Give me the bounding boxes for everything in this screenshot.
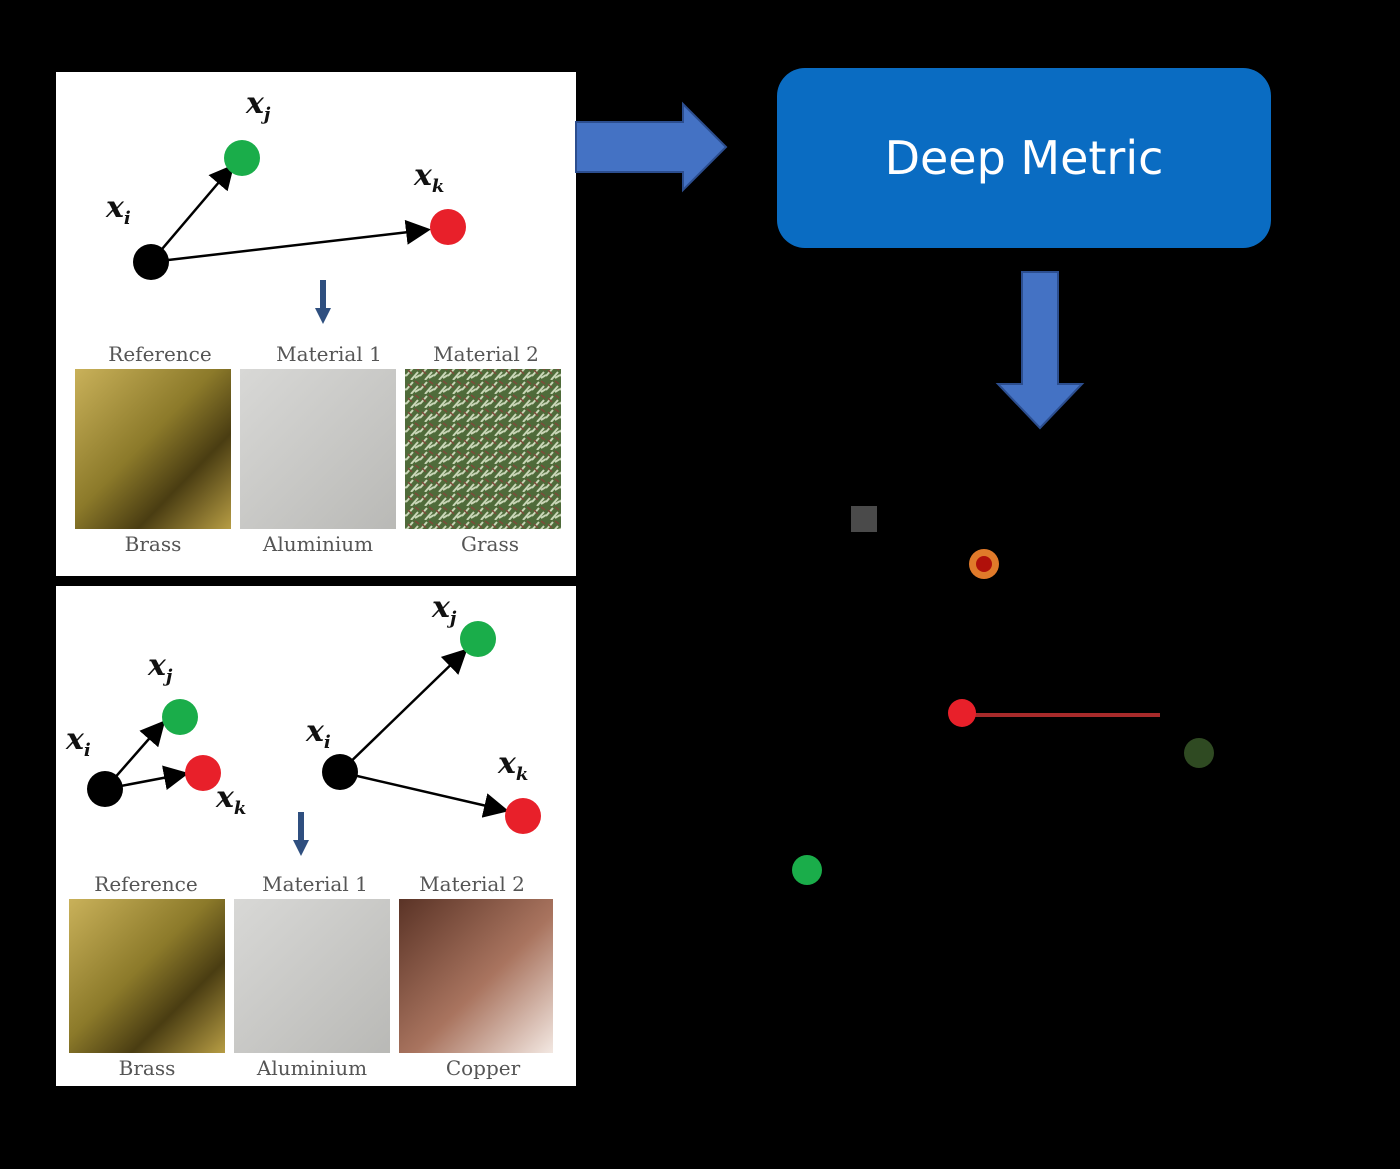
right-negative-label: xk — [498, 746, 529, 785]
down-arrow-shaft — [320, 280, 326, 310]
grass-label: Grass — [461, 532, 519, 556]
down-arrow-shaft — [298, 812, 304, 842]
reference-header: Reference — [94, 872, 198, 896]
reference-header: Reference — [108, 342, 212, 366]
anchor-point — [133, 244, 169, 280]
embedding-orange-point-inner — [976, 556, 992, 572]
brass-label: Brass — [124, 532, 182, 556]
right-anchor-point — [322, 754, 358, 790]
right-anchor-to-positive-arrow — [339, 648, 468, 773]
material-2-header: Material 2 — [419, 872, 525, 896]
anchor-to-positive-arrow — [150, 164, 235, 263]
embedding-red-point — [948, 699, 976, 727]
copper-label: Copper — [445, 1056, 521, 1080]
aluminium-label: Aluminium — [262, 532, 374, 556]
brass-swatch — [69, 899, 225, 1053]
left-anchor-point — [87, 771, 123, 807]
material-1-header: Material 1 — [262, 872, 368, 896]
right-negative-point — [505, 798, 541, 834]
negative-label: xk — [414, 158, 445, 197]
grass-swatch — [405, 369, 561, 529]
right-anchor-label: xi — [306, 714, 331, 753]
embedding-gray-point — [851, 506, 877, 532]
embedding-orange-point-outer — [969, 549, 999, 579]
positive-point — [224, 140, 260, 176]
right-arrow-icon — [575, 101, 728, 193]
material-1-header: Material 1 — [276, 342, 382, 366]
top-triplet-panel: xi xj xk Reference Material 1 Material 2… — [56, 72, 576, 576]
embedding-green-point — [792, 855, 822, 885]
down-arrow-head — [315, 308, 331, 324]
brass-swatch — [75, 369, 231, 529]
left-positive-point — [162, 699, 198, 735]
bottom-triplet-diagram — [69, 621, 553, 1053]
anchor-to-negative-arrow — [150, 219, 431, 264]
right-positive-point — [460, 621, 496, 657]
deep-metric-box: Deep Metric — [777, 68, 1271, 248]
brass-label: Brass — [118, 1056, 176, 1080]
positive-label: xj — [246, 86, 271, 125]
left-negative-point — [185, 755, 221, 791]
top-triplet-diagram — [75, 140, 561, 529]
negative-point — [430, 209, 466, 245]
down-arrow-head — [293, 840, 309, 856]
down-arrow-icon — [995, 271, 1085, 430]
left-negative-label: xk — [216, 780, 247, 819]
right-positive-label: xj — [432, 590, 457, 629]
right-anchor-to-negative-arrow — [339, 770, 509, 818]
copper-swatch — [399, 899, 553, 1053]
left-anchor-label: xi — [66, 722, 91, 761]
material-2-header: Material 2 — [433, 342, 539, 366]
bottom-triplet-panel: xi xj xk xi xj xk Reference Material 1 M… — [56, 586, 576, 1086]
aluminium-label: Aluminium — [256, 1056, 368, 1080]
aluminium-swatch — [240, 369, 396, 529]
anchor-label: xi — [106, 190, 131, 229]
embedding-dark-green-point — [1184, 738, 1214, 768]
aluminium-swatch — [234, 899, 390, 1053]
left-positive-label: xj — [148, 648, 173, 687]
